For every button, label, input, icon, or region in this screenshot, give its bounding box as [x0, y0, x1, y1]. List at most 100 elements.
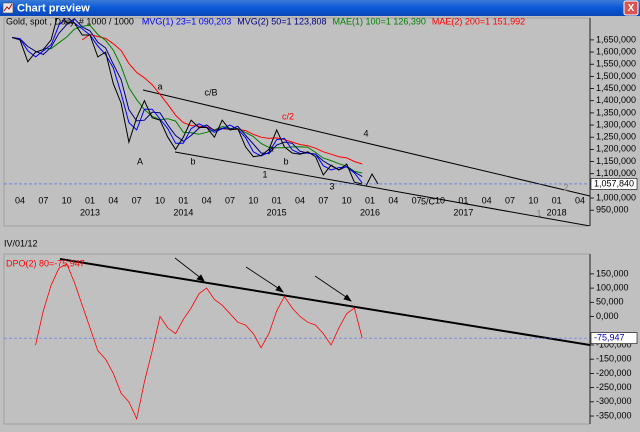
y-tick-label: 50,000 [596, 297, 624, 307]
wave-label: 1 [262, 169, 267, 179]
upper-trend-line [142, 89, 590, 197]
y-tick-label: 1,600,000 [596, 46, 636, 56]
wave-label: a [268, 143, 273, 153]
date-start: IV/01/12 [4, 238, 38, 248]
dpo-trend-line [59, 258, 590, 346]
y-tick-label: 1,100,000 [596, 168, 636, 178]
dpo-header: DPO(2) 80=-75,947 [6, 258, 85, 268]
y-tick-label: 1,350,000 [596, 107, 636, 117]
y-tick-label: -200,000 [596, 368, 632, 378]
price-header: Gold, spot , Daily, # 1000 / 1000 [6, 16, 134, 26]
arrow [245, 266, 282, 291]
y-tick-label: 1,200,000 [596, 144, 636, 154]
arrow-head [343, 294, 352, 302]
x-tick-label: 07 [132, 195, 142, 205]
moving-average-line [12, 18, 363, 178]
wave-label: 2 [563, 182, 568, 192]
price-plot-area [3, 17, 591, 227]
y-tick-label: 1,400,000 [596, 95, 636, 105]
y-tick-label: 950,000 [596, 205, 629, 215]
arrows [174, 257, 352, 302]
y-tick-label: 0,000 [596, 311, 619, 321]
y-tick-label: -250,000 [596, 382, 632, 392]
x-tick-label: 07 [505, 195, 515, 205]
y-tick-label: 100,000 [596, 282, 629, 292]
x-tick-label: 01 [458, 195, 468, 205]
x-tick-label: 04 [15, 195, 25, 205]
x-tick-label: 04 [202, 195, 212, 205]
series-group [12, 18, 363, 185]
y-tick-label: -150,000 [596, 354, 632, 364]
x-tick-label: 07 [412, 195, 422, 205]
arrow [174, 257, 203, 280]
x-tick-label: 01 [365, 195, 375, 205]
x-tick-label: 04 [295, 195, 305, 205]
x-tick-label: 04 [575, 195, 585, 205]
x-tick-label: 01 [178, 195, 188, 205]
year-label: 2013 [80, 207, 100, 217]
window-title: Chart preview [17, 2, 90, 14]
x-tick-label: 10 [248, 195, 258, 205]
x-tick-label: 07 [38, 195, 48, 205]
last-value-label: 1,057,840 [594, 178, 634, 188]
wave-label: 4 [363, 128, 368, 138]
x-tick-label: 01 [85, 195, 95, 205]
trend-lines [142, 89, 590, 226]
x-tick-label: 10 [435, 195, 445, 205]
last-value-label: -75,947 [594, 333, 625, 343]
y-tick-label: -350,000 [596, 410, 632, 420]
y-tick-label: -100,000 [596, 339, 632, 349]
y-tick-label: 1,650,000 [596, 34, 636, 44]
legend-entry: MAE(1) 100=1 126,390 [333, 16, 426, 26]
x-tick-label: 01 [272, 195, 282, 205]
last-value-box [590, 178, 638, 190]
arrow-head [275, 285, 284, 293]
wave-label: b [190, 156, 195, 166]
x-tick-label: 04 [108, 195, 118, 205]
moving-average-line [43, 24, 363, 174]
year-label: 2016 [360, 207, 380, 217]
arrow-head [196, 274, 205, 282]
x-tick-label: 10 [62, 195, 72, 205]
title-bar [0, 0, 640, 16]
y-tick-label: 1,250,000 [596, 132, 636, 142]
wave-label: 5/C [421, 196, 436, 206]
y-tick-label: -300,000 [596, 396, 632, 406]
series-group [35, 263, 363, 421]
wave-label: a [157, 81, 162, 91]
dpo-plot-area [3, 253, 591, 425]
year-label: 2017 [453, 207, 473, 217]
x-tick-label: 10 [155, 195, 165, 205]
y-tick-label: 1,500,000 [596, 71, 636, 81]
x-tick-label: 10 [528, 195, 538, 205]
arrow [314, 275, 350, 300]
y-tick-label: 1,450,000 [596, 83, 636, 93]
y-tick-label: 1,300,000 [596, 119, 636, 129]
year-label: 2014 [173, 207, 193, 217]
lower-trend-line [174, 151, 590, 226]
y-tick-label: 1,000,000 [596, 192, 636, 202]
legend-entry: MVG(2) 50=1 123,808 [237, 16, 326, 26]
legend-entry: MAE(2) 200=1 151,992 [432, 16, 525, 26]
close-button[interactable] [623, 0, 639, 16]
x-tick-label: 04 [388, 195, 398, 205]
dpo-drawings [59, 257, 590, 346]
dpo-line [35, 263, 363, 421]
wave-label: 1 [536, 208, 541, 218]
wave-label: c/B [204, 87, 217, 97]
wave-sketch [365, 172, 379, 187]
wave-label: b [283, 156, 288, 166]
wave-label: A [137, 156, 143, 166]
year-label: 2015 [267, 207, 287, 217]
close-button-label[interactable]: X [628, 3, 635, 14]
year-label: 2018 [547, 207, 567, 217]
x-tick-label: 01 [552, 195, 562, 205]
price-line [12, 18, 363, 185]
last-value-box [590, 332, 638, 344]
window-icon-graph [3, 3, 13, 12]
y-tick-label: 150,000 [596, 268, 629, 278]
y-tick-label: 1,550,000 [596, 59, 636, 69]
x-tick-label: 07 [225, 195, 235, 205]
